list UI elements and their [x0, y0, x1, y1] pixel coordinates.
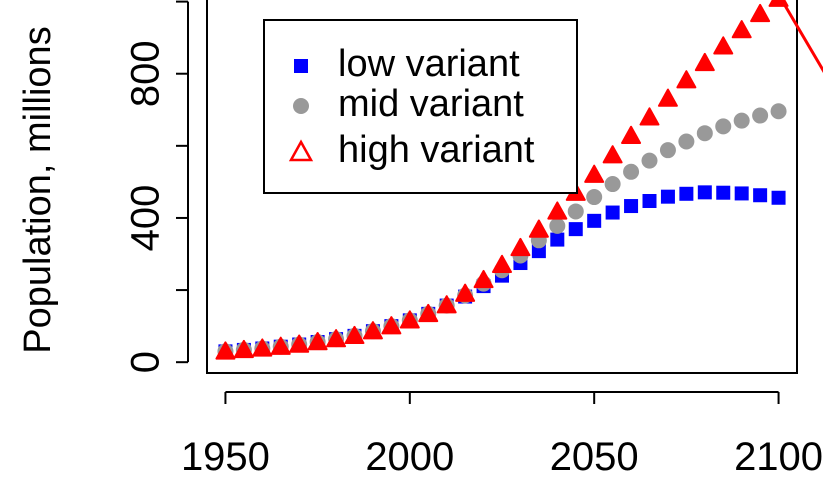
point-triangle-1975 — [307, 331, 328, 351]
point-triangle-1985 — [344, 325, 365, 345]
point-circle-2060 — [623, 163, 640, 180]
point-circle-2045 — [567, 203, 584, 220]
point-square-2070 — [660, 189, 675, 204]
point-square-2090 — [734, 186, 749, 201]
point-triangle-2095 — [750, 3, 771, 23]
point-triangle-1970 — [289, 334, 310, 353]
legend-marker-triangle — [288, 139, 314, 162]
point-triangle-2075 — [676, 70, 697, 89]
y-axis-label: Population, millions — [17, 26, 59, 353]
point-square-2060 — [624, 199, 639, 214]
point-circle-2050 — [586, 189, 603, 206]
y-tick-label-800: 800 — [124, 40, 168, 107]
point-square-2050 — [587, 213, 602, 228]
point-square-2075 — [679, 186, 694, 201]
point-triangle-2005 — [418, 303, 439, 323]
point-triangle-2000 — [399, 310, 420, 329]
point-circle-2070 — [659, 142, 676, 159]
legend-item-square: low variant — [294, 43, 520, 85]
series-triangle — [215, 0, 789, 360]
point-square-2080 — [697, 185, 712, 200]
point-circle-2065 — [641, 152, 658, 169]
x-tick-label-2050: 2050 — [550, 435, 639, 477]
point-triangle-1980 — [326, 329, 347, 348]
point-square-2095 — [753, 188, 768, 203]
legend-label-square: low variant — [338, 43, 520, 85]
plot-frame — [206, 0, 798, 374]
point-circle-2100 — [770, 103, 787, 120]
legend-label-circle: mid variant — [338, 83, 524, 125]
x-tick-label-1950: 1950 — [181, 435, 270, 477]
point-circle-2090 — [733, 112, 750, 129]
point-triangle-2010 — [436, 295, 457, 314]
point-square-2035 — [531, 244, 546, 259]
point-square-2045 — [568, 222, 583, 237]
point-triangle-2085 — [713, 36, 734, 55]
point-triangle-1990 — [362, 321, 383, 340]
point-triangle-2035 — [528, 219, 549, 238]
point-triangle-2025 — [492, 254, 512, 274]
legend-box — [263, 19, 578, 194]
legend-marker-circle — [293, 98, 309, 114]
point-triangle-1950 — [215, 341, 236, 360]
x-tick-label-2000: 2000 — [365, 435, 454, 477]
axes-layer: 1950 2000 2050 2100 0 400 800 — [124, 0, 823, 479]
point-square-2085 — [716, 185, 731, 200]
point-square-2065 — [642, 194, 657, 209]
annotation-layer — [783, 3, 823, 74]
y-tick-label-400: 400 — [124, 185, 168, 252]
annotation-arrow — [783, 3, 823, 74]
point-circle-2075 — [678, 133, 695, 150]
legend-marker-square — [294, 59, 308, 73]
point-circle-2085 — [715, 118, 732, 135]
point-square-2040 — [550, 232, 565, 247]
point-triangle-2100 — [768, 0, 789, 7]
point-triangle-2020 — [473, 269, 494, 289]
point-triangle-1995 — [381, 316, 402, 335]
point-triangle-2065 — [639, 107, 660, 126]
point-triangle-2050 — [584, 164, 605, 183]
x-tick-label-2100: 2100 — [734, 435, 823, 477]
point-triangle-2070 — [657, 88, 678, 107]
legend-item-triangle: high variant — [288, 129, 535, 171]
point-triangle-2060 — [621, 125, 642, 144]
point-square-2055 — [605, 205, 620, 220]
point-circle-2080 — [696, 125, 713, 142]
point-triangle-1965 — [270, 336, 291, 355]
point-triangle-2015 — [455, 283, 476, 302]
y-tick-label-0: 0 — [124, 351, 168, 373]
point-triangle-2040 — [547, 201, 568, 220]
point-triangle-2030 — [510, 237, 531, 257]
point-triangle-1960 — [252, 338, 273, 357]
legend-label-triangle: high variant — [338, 129, 535, 171]
point-square-2100 — [771, 190, 786, 205]
point-triangle-1955 — [233, 339, 254, 359]
point-triangle-2080 — [694, 52, 715, 72]
data-points-layer — [215, 0, 789, 360]
legend-item-circle: mid variant — [293, 83, 524, 125]
point-circle-2095 — [752, 107, 769, 124]
point-triangle-2090 — [731, 20, 752, 39]
point-circle-2040 — [549, 217, 566, 234]
point-circle-2055 — [604, 176, 621, 193]
point-triangle-2055 — [602, 145, 623, 164]
